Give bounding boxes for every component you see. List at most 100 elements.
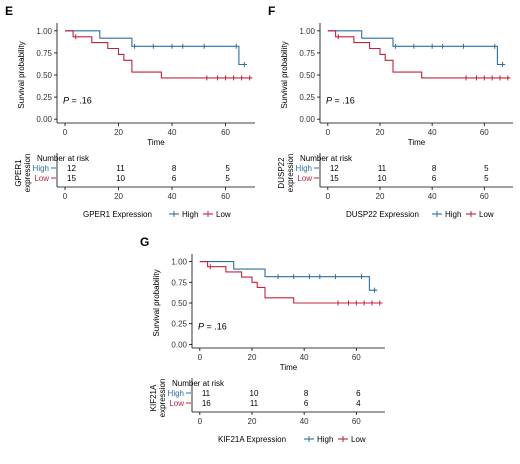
risk-count-low: 6 bbox=[172, 174, 177, 183]
x-tick-label: 60 bbox=[352, 353, 361, 362]
risk-count-low: 10 bbox=[378, 174, 387, 183]
risk-count-low: 4 bbox=[356, 399, 361, 408]
risk-table-title: Number at risk bbox=[300, 154, 353, 163]
y-tick-label: 0.50 bbox=[299, 71, 315, 80]
y-tick-label: 0.25 bbox=[299, 93, 315, 102]
risk-count-high: 10 bbox=[250, 389, 259, 398]
survival-curve-low bbox=[327, 30, 511, 79]
legend-title: DUSP22 Expression bbox=[346, 210, 419, 219]
p-value: = .16 bbox=[332, 95, 355, 105]
risk-ylabel-line: expression bbox=[286, 154, 295, 193]
p-symbol: P bbox=[63, 95, 69, 105]
x-tick-label: 0 bbox=[63, 128, 68, 137]
survival-curve-high bbox=[327, 30, 506, 66]
x-axis-label: Time bbox=[408, 138, 426, 147]
risk-x-tick-label: 40 bbox=[428, 192, 437, 201]
x-tick-label: 40 bbox=[168, 128, 177, 137]
x-tick-label: 0 bbox=[326, 128, 331, 137]
risk-count-high: 12 bbox=[330, 164, 339, 173]
y-axis-label: Survival probability bbox=[152, 269, 161, 336]
panel-label: F bbox=[268, 4, 275, 18]
risk-row-label-high: High bbox=[168, 389, 184, 398]
risk-count-low: 15 bbox=[330, 174, 339, 183]
y-tick-label: 0.25 bbox=[171, 320, 187, 329]
survival-curve-low bbox=[199, 261, 383, 304]
y-tick-label: 0.50 bbox=[171, 299, 187, 308]
legend-label-high: High bbox=[445, 210, 461, 219]
risk-count-high: 8 bbox=[432, 164, 437, 173]
risk-count-high: 6 bbox=[356, 389, 361, 398]
legend-label-high: High bbox=[317, 435, 333, 444]
survival-curve-high bbox=[199, 261, 378, 291]
x-tick-label: 60 bbox=[221, 128, 230, 137]
risk-count-low: 6 bbox=[304, 399, 309, 408]
survival-curve-high bbox=[65, 30, 247, 66]
risk-x-tick-label: 0 bbox=[63, 192, 68, 201]
legend-label-low: Low bbox=[351, 435, 366, 444]
risk-ylabel-line: expression bbox=[158, 379, 167, 418]
risk-x-tick-label: 60 bbox=[480, 192, 489, 201]
risk-count-high: 5 bbox=[225, 164, 230, 173]
x-tick-label: 40 bbox=[300, 353, 309, 362]
risk-count-high: 5 bbox=[484, 164, 489, 173]
y-axis-label: Survival probability bbox=[17, 41, 26, 108]
risk-ylabel-line: GPER1 bbox=[14, 159, 23, 187]
p-symbol: P bbox=[198, 321, 204, 331]
y-axis-label: Survival probability bbox=[280, 41, 289, 108]
y-tick-label: 1.00 bbox=[171, 258, 187, 267]
risk-x-tick-label: 60 bbox=[352, 417, 361, 426]
risk-table-ylabel: KIF21Aexpression bbox=[149, 379, 167, 418]
risk-x-tick-label: 20 bbox=[114, 192, 123, 201]
x-tick-label: 40 bbox=[428, 128, 437, 137]
panel-label: G bbox=[140, 235, 149, 249]
risk-count-low: 16 bbox=[202, 399, 211, 408]
y-tick-label: 0.50 bbox=[36, 71, 52, 80]
x-axis-label: Time bbox=[147, 138, 165, 147]
risk-count-high: 8 bbox=[172, 164, 177, 173]
p-value: = .16 bbox=[204, 321, 227, 331]
risk-count-low: 5 bbox=[484, 174, 489, 183]
risk-row-label-high: High bbox=[296, 164, 312, 173]
x-tick-label: 60 bbox=[480, 128, 489, 137]
risk-ylabel-line: expression bbox=[23, 154, 32, 193]
y-tick-label: 0.00 bbox=[171, 340, 187, 349]
y-tick-label: 0.75 bbox=[171, 278, 187, 287]
legend-label-low: Low bbox=[479, 210, 494, 219]
risk-row-label-high: High bbox=[33, 164, 49, 173]
risk-x-tick-label: 20 bbox=[376, 192, 385, 201]
y-tick-label: 0.75 bbox=[36, 49, 52, 58]
risk-row-label-low: Low bbox=[297, 174, 312, 183]
y-tick-label: 1.00 bbox=[299, 27, 315, 36]
risk-x-tick-label: 40 bbox=[168, 192, 177, 201]
risk-x-tick-label: 40 bbox=[300, 417, 309, 426]
y-tick-label: 0.00 bbox=[299, 115, 315, 124]
risk-count-low: 10 bbox=[116, 174, 125, 183]
risk-count-high: 12 bbox=[67, 164, 76, 173]
risk-x-tick-label: 60 bbox=[221, 192, 230, 201]
risk-ylabel-line: DUSP22 bbox=[277, 157, 286, 189]
legend-title: KIF21A Expression bbox=[218, 435, 286, 444]
legend-label-low: Low bbox=[216, 210, 231, 219]
risk-x-tick-label: 0 bbox=[326, 192, 331, 201]
risk-count-high: 11 bbox=[116, 164, 125, 173]
panel-label: E bbox=[5, 4, 13, 18]
risk-x-tick-label: 0 bbox=[198, 417, 203, 426]
x-tick-label: 20 bbox=[114, 128, 123, 137]
risk-table-title: Number at risk bbox=[37, 154, 90, 163]
p-value-text: P = .16 bbox=[63, 95, 92, 105]
risk-count-high: 8 bbox=[304, 389, 309, 398]
y-tick-label: 1.00 bbox=[36, 27, 52, 36]
risk-count-low: 5 bbox=[225, 174, 230, 183]
risk-count-low: 11 bbox=[250, 399, 259, 408]
p-value: = .16 bbox=[69, 95, 92, 105]
risk-count-high: 11 bbox=[202, 389, 211, 398]
legend-label-high: High bbox=[182, 210, 198, 219]
risk-ylabel-line: KIF21A bbox=[149, 384, 158, 411]
risk-count-high: 11 bbox=[378, 164, 387, 173]
risk-table-ylabel: DUSP22expression bbox=[277, 154, 295, 193]
risk-count-low: 15 bbox=[67, 174, 76, 183]
